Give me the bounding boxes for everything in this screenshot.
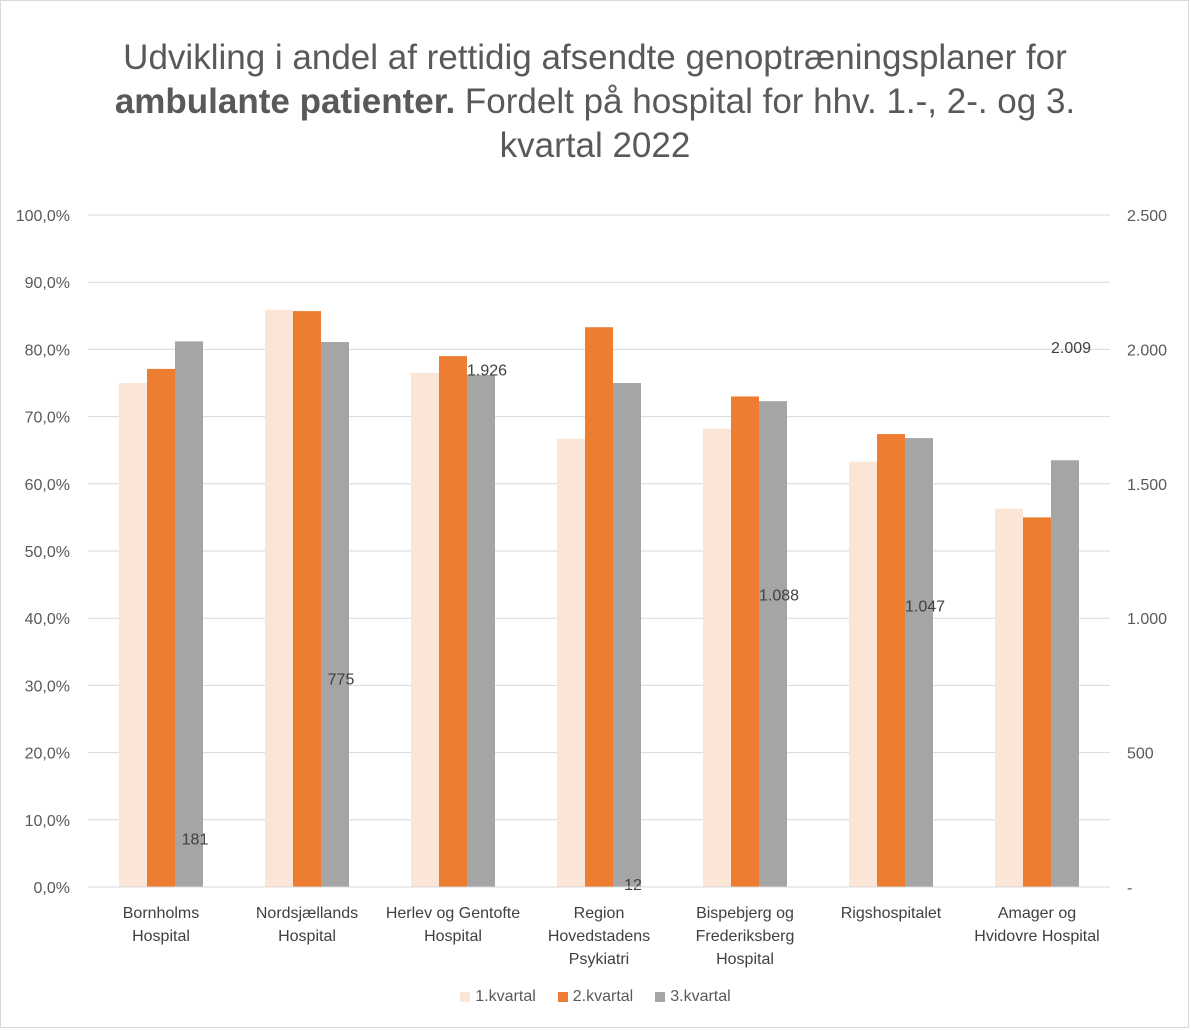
title-line-2-rest: Fordelt på hospital for hhv. 1.-, 2-. og… xyxy=(455,82,1076,121)
category-label: Hospital xyxy=(132,928,190,945)
data-label: 1.088 xyxy=(759,588,799,605)
bar-3-kvartal xyxy=(905,438,933,887)
title-line-2: ambulante patienter. Fordelt på hospital… xyxy=(95,80,1095,124)
category-label: Psykiatri xyxy=(569,951,629,968)
bar-2-kvartal xyxy=(147,368,175,887)
category-label: Hvidovre Hospital xyxy=(974,928,1099,945)
y-left-tick-label: 70,0% xyxy=(25,410,70,427)
y-left-tick-label: 90,0% xyxy=(25,275,70,292)
legend-label: 3.kvartal xyxy=(670,988,731,1005)
bar-1-kvartal xyxy=(995,508,1023,887)
y-left-tick-label: 100,0% xyxy=(16,208,70,225)
data-label: 1.926 xyxy=(467,362,507,379)
bar-2-kvartal xyxy=(731,396,759,887)
legend-label: 1.kvartal xyxy=(475,988,536,1005)
bar-chart: 0,0% 10,0% 20,0% 30,0% 40,0% 50,0% 60,0% 70,0% 8… xyxy=(16,208,1167,968)
category-label: Rigshospitalet xyxy=(841,905,942,922)
legend-swatch xyxy=(557,992,568,1002)
legend-item: 1.kvartal xyxy=(460,988,536,1006)
category-label: Bornholms xyxy=(123,905,199,922)
category-label: Hospital xyxy=(716,951,774,968)
y-left-tick-label: 50,0% xyxy=(25,544,70,561)
legend-label: 2.kvartal xyxy=(572,988,634,1005)
bar-1-kvartal xyxy=(557,438,585,887)
chart-title: Udvikling i andel af rettidig afsendte g… xyxy=(95,36,1095,168)
y-left-tick-label: 20,0% xyxy=(25,746,70,763)
bar-1-kvartal xyxy=(411,372,439,887)
bar-3-kvartal xyxy=(613,383,641,887)
data-label: 2.009 xyxy=(1051,340,1091,357)
bar-3-kvartal xyxy=(759,401,787,887)
category-label: Nordsjællands xyxy=(256,905,358,922)
y-right-tick-label: - xyxy=(1127,880,1132,897)
y-left-tick-label: 30,0% xyxy=(25,678,70,695)
y-left-tick-label: 60,0% xyxy=(25,477,70,494)
bar-1-kvartal xyxy=(265,309,293,887)
y-left-tick-label: 40,0% xyxy=(25,611,70,628)
category-label: Hospital xyxy=(278,928,336,945)
data-label: 775 xyxy=(328,672,355,689)
category-label: Region xyxy=(574,905,625,922)
bar-3-kvartal xyxy=(467,374,495,887)
title-line-1: Udvikling i andel af rettidig afsendte g… xyxy=(123,38,1067,77)
bar-2-kvartal xyxy=(877,434,905,887)
bar-2-kvartal xyxy=(1023,517,1051,887)
y-right-tick-label: 500 xyxy=(1127,746,1154,763)
category-label: Amager og xyxy=(998,905,1076,922)
legend-item: 3.kvartal xyxy=(655,988,731,1006)
bar-1-kvartal xyxy=(703,428,731,887)
data-label: 1.047 xyxy=(905,599,945,616)
y-right-tick-label: 1.500 xyxy=(1127,477,1167,494)
bar-2-kvartal xyxy=(439,356,467,887)
y-left-tick-label: 10,0% xyxy=(25,813,70,830)
bar-3-kvartal xyxy=(175,341,203,887)
bar-1-kvartal xyxy=(119,383,147,887)
bar-2-kvartal xyxy=(585,327,613,887)
title-bold-part: ambulante patienter. xyxy=(114,82,456,121)
bar-3-kvartal xyxy=(1051,460,1079,887)
legend-swatch xyxy=(655,992,666,1002)
category-label: Hovedstadens xyxy=(548,928,650,945)
bar-1-kvartal xyxy=(849,461,877,887)
y-right-tick-label: 1.000 xyxy=(1127,611,1167,628)
y-right-tick-label: 2.000 xyxy=(1127,342,1167,359)
bar-2-kvartal xyxy=(293,311,321,887)
chart-legend: 1.kvartal 2.kvartal 3.kvartal xyxy=(0,988,1191,1006)
category-label: Frederiksberg xyxy=(696,928,795,945)
category-label: Hospital xyxy=(424,928,482,945)
bar-3-kvartal xyxy=(321,342,349,887)
y-left-tick-label: 0,0% xyxy=(34,880,70,897)
y-right-tick-label: 2.500 xyxy=(1127,208,1167,225)
title-line-3: kvartal 2022 xyxy=(499,126,691,165)
category-label: Bispebjerg og xyxy=(696,905,794,922)
data-label: 181 xyxy=(182,831,209,848)
category-label: Herlev og Gentofte xyxy=(386,905,520,922)
y-left-tick-label: 80,0% xyxy=(25,342,70,359)
legend-item: 2.kvartal xyxy=(557,988,634,1006)
data-label: 12 xyxy=(624,877,642,894)
legend-swatch xyxy=(460,992,471,1002)
